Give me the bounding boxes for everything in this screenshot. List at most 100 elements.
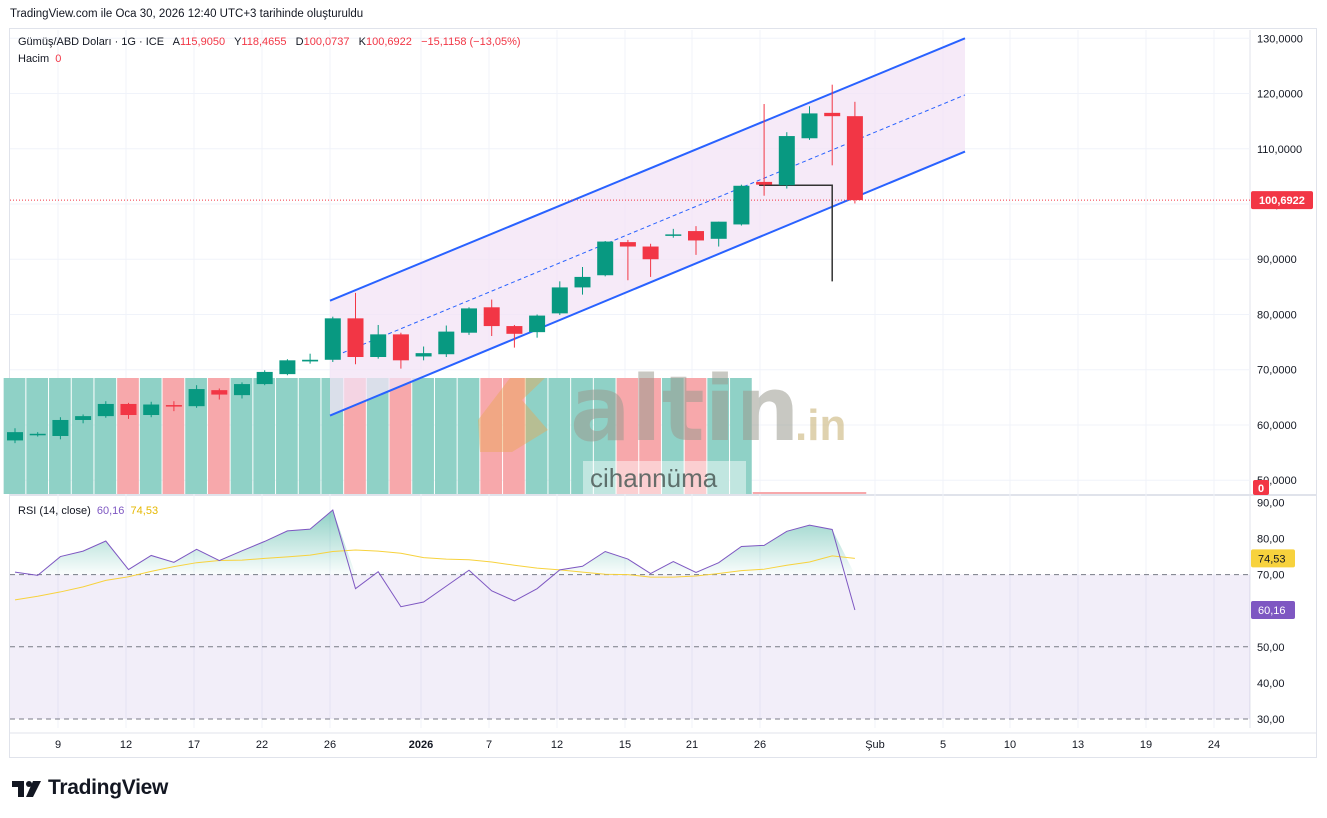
price-axis-label: 60,0000	[1257, 420, 1297, 432]
symbol-label[interactable]: Gümüş/ABD Doları · 1G · ICE	[18, 36, 165, 48]
volume-bar	[276, 378, 298, 494]
time-axis-label: 26	[754, 739, 766, 751]
rsi-ma-value: 74,53	[130, 505, 159, 517]
volume-bar	[525, 378, 548, 494]
volume-bar	[616, 378, 639, 494]
volume-bar	[139, 378, 162, 494]
watermark-brand: altin	[570, 357, 800, 462]
volume-bar	[366, 378, 389, 494]
volume-bar	[571, 378, 593, 494]
time-axis-label: 9	[55, 739, 61, 751]
volume-bar	[457, 378, 480, 494]
volume-bar	[730, 378, 752, 494]
volume-bar	[480, 378, 503, 494]
time-axis-label: 12	[120, 739, 132, 751]
candle-body	[256, 371, 273, 385]
candle-body	[710, 221, 727, 239]
volume-bar	[185, 378, 207, 494]
close-label: K	[358, 36, 367, 48]
candle-body	[642, 246, 659, 260]
rsi-legend: RSI (14, close) 60,16 74,53	[18, 505, 158, 517]
time-axis-label: Şub	[865, 739, 885, 751]
rsi-tag	[1251, 600, 1295, 619]
time-axis-label: 17	[188, 739, 200, 751]
candle-body	[302, 359, 319, 362]
tradingview-logo-icon	[12, 778, 42, 798]
candle-body	[665, 234, 682, 236]
time-axis-label: 22	[256, 739, 268, 751]
candle-body	[120, 403, 137, 416]
trend-channel-upper	[329, 37, 966, 302]
volume-bar	[253, 378, 276, 494]
candle-body	[688, 231, 704, 241]
candle-body	[574, 276, 591, 288]
time-axis-label: 10	[1004, 739, 1016, 751]
candle-body	[188, 389, 205, 407]
candle-body	[778, 136, 795, 186]
rsi-ma-tag	[1251, 549, 1295, 568]
volume-bar	[684, 378, 707, 494]
trend-channel-median	[329, 94, 966, 359]
time-axis-label: 24	[1208, 739, 1220, 751]
rsi-axis-label: 80,00	[1257, 534, 1285, 546]
price-axis-label: 70,0000	[1257, 365, 1297, 377]
volume-bar	[230, 378, 253, 494]
price-legend: Gümüş/ABD Doları · 1G · ICE A115,9050 Y1…	[18, 36, 521, 48]
time-axis-label: 15	[619, 739, 631, 751]
candle-body	[597, 241, 614, 276]
volume-bar	[94, 378, 117, 494]
rsi-ma-tag-label: 74,53	[1258, 553, 1286, 565]
candle-body	[506, 326, 523, 334]
rsi-line	[14, 509, 856, 611]
candle-body	[97, 403, 114, 417]
candle-body	[211, 390, 228, 395]
rsi-value: 60,16	[96, 505, 125, 517]
tradingview-footer[interactable]: TradingView	[12, 776, 168, 800]
chart-caption: TradingView.com ile Oca 30, 2026 12:40 U…	[10, 8, 364, 20]
watermark-tld: .in	[795, 401, 846, 450]
open-value: 115,9050	[180, 36, 226, 48]
candle-body	[551, 287, 568, 314]
candle-body	[52, 419, 69, 436]
candle-body	[846, 116, 863, 201]
time-axis-label: 5	[940, 739, 946, 751]
volume-tag	[1253, 480, 1269, 495]
volume-bar	[548, 378, 571, 494]
rsi-axis-label: 30,00	[1257, 714, 1285, 726]
time-axis-label: 2026	[409, 739, 433, 751]
candle-body	[234, 384, 250, 396]
volume-bar	[503, 378, 525, 494]
rsi-label[interactable]: RSI (14, close)	[18, 505, 91, 517]
volume-bar	[71, 378, 94, 494]
volume-bar	[389, 378, 412, 494]
rsi-axis-label: 70,00	[1257, 570, 1285, 582]
candle-body	[733, 185, 750, 225]
watermark-sub-bg	[583, 461, 746, 494]
rsi-axis-label: 40,00	[1257, 678, 1285, 690]
candle-body	[75, 416, 92, 420]
volume-tag-label: 0	[1258, 483, 1264, 495]
price-axis-label: 110,0000	[1257, 144, 1302, 156]
watermark-logo-icon	[478, 378, 548, 452]
candle-body	[143, 404, 160, 416]
candle-body	[7, 432, 23, 441]
candle-body	[165, 405, 182, 407]
change-value: −15,1158 (−13,05%)	[421, 36, 521, 48]
volume-bar	[434, 378, 457, 494]
low-label: D	[295, 36, 304, 48]
rsi-tag-label: 60,16	[1258, 605, 1286, 617]
tradingview-wordmark: TradingView	[48, 776, 169, 799]
time-axis-label: 21	[686, 739, 698, 751]
last-price-tag	[1251, 191, 1313, 210]
candle-body	[324, 318, 341, 360]
time-axis-label: 19	[1140, 739, 1152, 751]
high-label: Y	[234, 36, 242, 48]
volume-label[interactable]: Hacim	[18, 53, 50, 65]
candle-body	[279, 360, 296, 375]
volume-bar	[707, 378, 730, 494]
candle-body	[529, 315, 546, 333]
rsi-axis-label: 90,00	[1257, 497, 1285, 509]
volume-bar	[117, 378, 139, 494]
volume-bar	[298, 378, 321, 494]
